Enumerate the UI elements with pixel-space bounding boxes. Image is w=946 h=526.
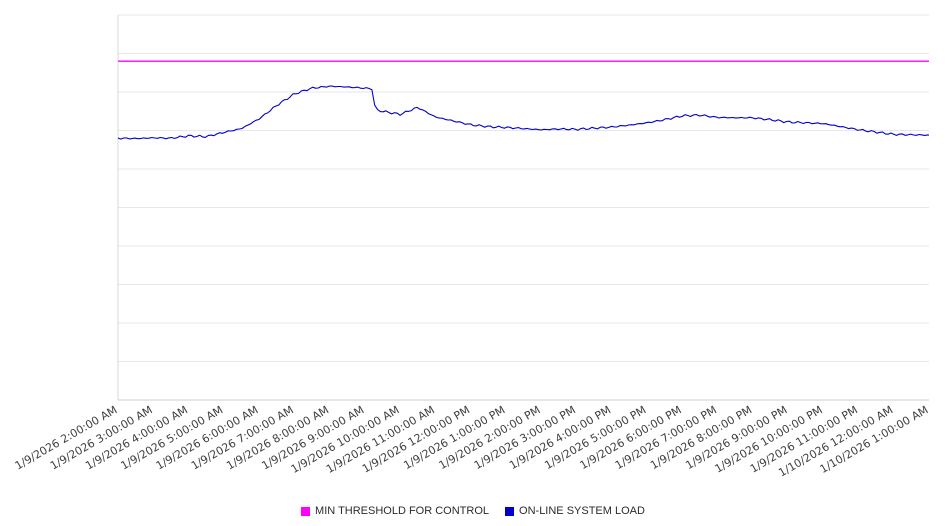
legend-item-min-threshold[interactable]: MIN THRESHOLD FOR CONTROL	[301, 505, 489, 517]
legend-item-online-load[interactable]: ON-LINE SYSTEM LOAD	[505, 505, 645, 517]
legend-label-online-load: ON-LINE SYSTEM LOAD	[519, 505, 645, 517]
legend-label-min-threshold: MIN THRESHOLD FOR CONTROL	[315, 505, 490, 517]
legend-swatch-min-threshold	[301, 506, 311, 516]
legend-swatch-online-load	[505, 506, 515, 516]
load-line	[117, 85, 930, 140]
chart-legend: MIN THRESHOLD FOR CONTROL ON-LINE SYSTEM…	[0, 505, 946, 517]
chart-svg: 1/9/2026 2:00:00 AM1/9/2026 3:00:00 AM1/…	[13, 14, 931, 480]
